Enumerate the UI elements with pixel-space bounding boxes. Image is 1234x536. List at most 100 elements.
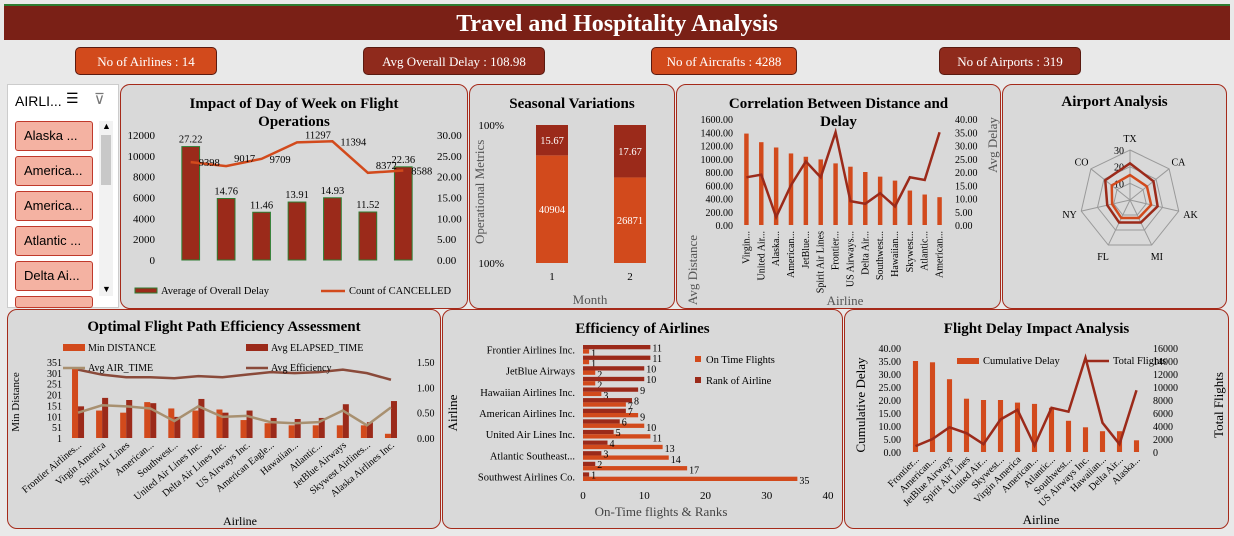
legend-label: Average of Overall Delay xyxy=(161,286,270,297)
radar-category: NY xyxy=(1062,210,1076,221)
scroll-down-icon[interactable]: ▼ xyxy=(102,284,111,294)
slicer-scrollbar[interactable]: ▲ ▼ xyxy=(99,121,113,296)
clear-filter-icon[interactable]: ⊽ xyxy=(94,92,105,108)
radar-tick: 10 xyxy=(1114,179,1124,190)
line-label: 8372 xyxy=(376,161,397,172)
y-tick: 100% xyxy=(478,258,504,270)
x-axis-label: Airline xyxy=(223,514,257,528)
bar-label-on-time: 1 xyxy=(591,359,596,370)
y-tick: 100% xyxy=(478,120,504,132)
y-tick-right: 15.00 xyxy=(955,181,978,192)
slicer-item[interactable]: Delta Ai... xyxy=(15,261,93,291)
y-tick-left: 6000 xyxy=(133,193,156,205)
bar-elapsed-time xyxy=(294,419,301,438)
radar-spoke xyxy=(1129,168,1170,201)
bar-segment-upper xyxy=(614,125,646,178)
slicer-item[interactable]: America... xyxy=(15,156,93,186)
bar xyxy=(892,180,898,225)
bar-label-rank: 4 xyxy=(610,439,615,450)
bar-elapsed-time xyxy=(174,416,181,438)
x-tick: Southwest... xyxy=(875,231,886,280)
bar-min-distance xyxy=(264,423,271,438)
x-tick: 20 xyxy=(700,490,712,502)
legend-label: Rank of Airline xyxy=(706,376,772,387)
bar-min-distance xyxy=(360,425,367,438)
y-tick-left: 4000 xyxy=(133,213,156,225)
bar xyxy=(759,142,764,225)
multi-select-icon[interactable]: ☰ xyxy=(66,92,79,107)
y-axis-label-right: Total Flights xyxy=(1211,372,1226,438)
y-tick-left: 200.00 xyxy=(706,208,734,219)
x-tick: 40 xyxy=(823,490,835,502)
bar-elapsed-time xyxy=(78,406,85,438)
radar-grid xyxy=(1096,166,1164,231)
bar xyxy=(963,398,970,452)
scroll-up-icon[interactable]: ▲ xyxy=(102,121,111,131)
y-tick-right: 10.00 xyxy=(437,213,462,225)
y-tick-left: 151 xyxy=(47,401,62,412)
bar-elapsed-time xyxy=(366,422,373,438)
radar-grid xyxy=(1080,149,1180,246)
legend-swatch xyxy=(957,358,979,364)
bar xyxy=(877,176,883,225)
bar xyxy=(803,156,809,225)
bar-label: 14.76 xyxy=(214,187,238,198)
bar xyxy=(1099,431,1106,452)
bar-label-on-time: 2 xyxy=(597,370,602,381)
chart-title: Flight Delay Impact Analysis xyxy=(943,321,1130,337)
slicer-item-partial[interactable] xyxy=(15,296,93,308)
kpi-avg-delay: Avg Overall Delay : 108.98 xyxy=(363,47,545,75)
bar-label-rank: 11 xyxy=(652,354,662,365)
y-tick-left: 1400.00 xyxy=(701,128,734,139)
y-tick-right: 10.00 xyxy=(955,195,978,206)
y-tick: Atlantic Southeast... xyxy=(490,451,575,462)
radar-spoke xyxy=(1129,199,1179,212)
bar-rank xyxy=(583,451,602,456)
line-label: 11297 xyxy=(305,130,331,141)
airline-slicer[interactable]: AIRLI... ☰ ⊽ Alaska ... America... Ameri… xyxy=(7,84,119,308)
chart-airport: TX CA AK MI FL NY CO 10 20 30 xyxy=(1062,134,1198,263)
bar-min-distance xyxy=(192,410,199,438)
bar-elapsed-time xyxy=(342,404,349,438)
y-tick-left: 0.00 xyxy=(884,448,902,459)
y-tick-left: 101 xyxy=(47,412,62,423)
bar-min-distance xyxy=(288,425,295,438)
bar xyxy=(788,153,794,225)
bar-label-rank: 2 xyxy=(597,460,602,471)
bar-rank xyxy=(583,355,651,360)
kpi-airports: No of Airports : 319 xyxy=(939,47,1081,75)
y-tick-right: 0.50 xyxy=(417,409,435,420)
y-tick-left: 25.00 xyxy=(879,383,902,394)
legend-label: Avg ELAPSED_TIME xyxy=(271,343,363,354)
chart-distance-delay: 0.00 200.00 400.00 600.00 800.00 1000.00 1200.… xyxy=(685,115,1000,308)
y-tick-left: 30.00 xyxy=(879,370,902,381)
radar-category: FL xyxy=(1097,252,1109,263)
y-tick-left: 400.00 xyxy=(706,195,734,206)
legend-label: On Time Flights xyxy=(706,355,775,366)
y-tick-left: 35.00 xyxy=(879,357,902,368)
scroll-thumb[interactable] xyxy=(101,135,111,185)
panel-distance-delay: Correlation Between Distance and Delay 0… xyxy=(676,84,1001,309)
bar xyxy=(744,133,749,225)
y-tick-left: 15.00 xyxy=(879,409,902,420)
y-tick-left: 12000 xyxy=(128,130,156,142)
slicer-item[interactable]: Alaska ... xyxy=(15,121,93,151)
bar-label: 15.67 xyxy=(540,136,564,147)
y-tick-right: 6000 xyxy=(1153,409,1173,420)
radar-category: CA xyxy=(1172,157,1187,168)
bar-rank xyxy=(583,472,590,477)
y-tick-left: 1 xyxy=(57,434,62,445)
slicer-item[interactable]: Atlantic ... xyxy=(15,226,93,256)
slicer-item[interactable]: America... xyxy=(15,191,93,221)
legend-swatch xyxy=(134,287,158,294)
bar-label: 22.36 xyxy=(391,155,415,166)
line-label: 11394 xyxy=(340,137,367,148)
x-tick: 30 xyxy=(761,490,773,502)
bar-label-on-time: 17 xyxy=(689,465,699,476)
y-tick-right: 10000 xyxy=(1153,383,1178,394)
bar-label: 17.67 xyxy=(618,147,642,158)
bar-label-on-time: 1 xyxy=(591,349,596,360)
radar-category: TX xyxy=(1123,134,1137,145)
bar-elapsed-time xyxy=(126,400,133,438)
